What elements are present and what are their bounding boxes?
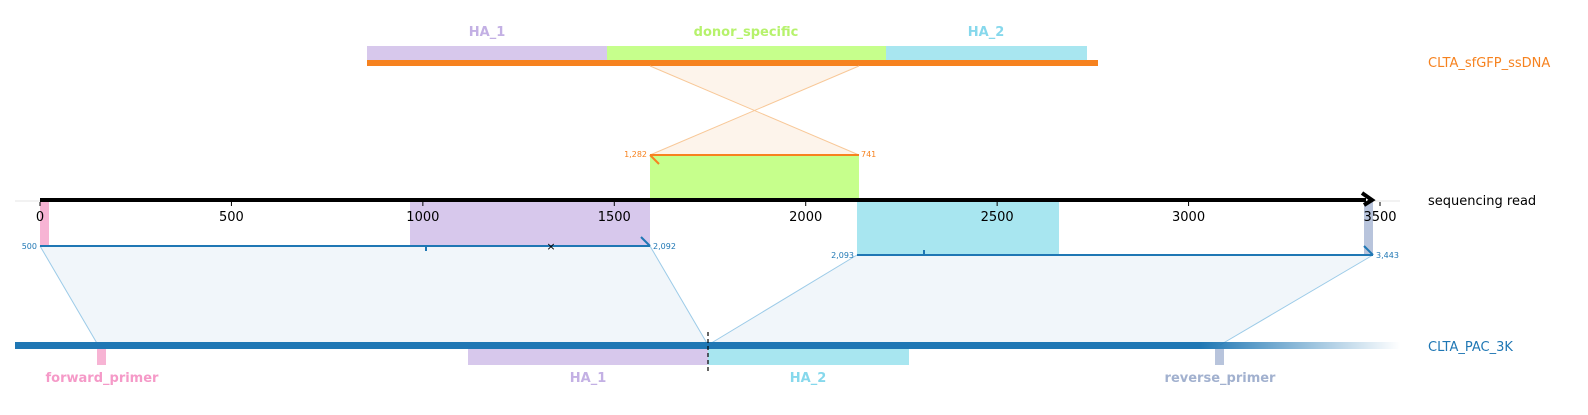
read-reverse-primer-block — [1364, 201, 1373, 255]
ref-alignment-2-end-label: 3,443 — [1376, 251, 1399, 260]
axis-ticks: 0 500 1000 1500 2000 2500 3000 3500 — [36, 202, 1397, 225]
ref-alignment-1-end-label: 2,092 — [653, 242, 676, 251]
donor-alignment-end-label: 741 — [861, 150, 876, 159]
read-ha2-block — [857, 201, 1059, 255]
ref-alignment-1-edge-left — [39, 245, 99, 346]
axis-tick-label: 2000 — [789, 210, 822, 225]
donor-ha2-label: HA_2 — [968, 25, 1005, 40]
ref-forward-primer-label: forward_primer — [46, 371, 160, 386]
donor-ha2-feature — [886, 46, 1087, 60]
reference-alignments: × 500 2,092 2,093 3,443 — [22, 236, 1399, 346]
axis-tick-label: 0 — [36, 210, 44, 225]
reference-track: forward_primer HA_1 HA_2 reverse_primer … — [15, 332, 1513, 386]
read-track: 0 500 1000 1500 2000 2500 3000 3500 sequencing … — [15, 191, 1536, 255]
read-track-label: sequencing read — [1428, 194, 1536, 209]
read-direction-arrow — [1360, 191, 1376, 207]
donor-alignment: 1,282 741 — [624, 65, 876, 200]
axis-tick-label: 3500 — [1363, 210, 1396, 225]
read-forward-primer-block — [40, 201, 49, 246]
ref-ha1-feature — [468, 349, 708, 365]
ref-alignment-2-edge-right — [1219, 254, 1374, 346]
donor-track-label: CLTA_sfGFP_ssDNA — [1428, 56, 1550, 71]
ref-alignment-1-start-label: 500 — [22, 242, 37, 251]
reference-backbone — [15, 342, 1200, 349]
ref-alignment-2-fill — [708, 255, 1373, 345]
ref-alignment-1-edge-right — [649, 245, 709, 346]
axis-tick-label: 1500 — [598, 210, 631, 225]
read-ha1-block — [410, 201, 650, 246]
ref-alignment-1-fill — [40, 246, 708, 345]
axis-tick-label: 1000 — [406, 210, 439, 225]
ref-ha2-feature — [708, 349, 909, 365]
ref-alignment-1-mismatch-mark: × — [546, 240, 555, 253]
ref-alignment-1-end-marker — [640, 236, 651, 247]
reference-backbone-fade — [1200, 342, 1400, 349]
read-donor-specific-block — [650, 155, 859, 200]
ref-alignment-2-start-label: 2,093 — [831, 251, 854, 260]
donor-specific-feature — [607, 46, 886, 60]
donor-ha1-feature — [367, 46, 607, 60]
ref-ha1-label: HA_1 — [570, 371, 607, 386]
axis-tick-label: 2500 — [981, 210, 1014, 225]
donor-ha1-label: HA_1 — [469, 25, 506, 40]
axis-tick-label: 500 — [219, 210, 244, 225]
reference-track-label: CLTA_PAC_3K — [1428, 340, 1513, 355]
donor-alignment-start-label: 1,282 — [624, 150, 647, 159]
donor-specific-label: donor_specific — [694, 25, 799, 40]
ref-reverse-primer-feature — [1215, 349, 1224, 365]
donor-track: HA_1 donor_specific HA_2 CLTA_sfGFP_ssDN… — [367, 25, 1550, 71]
ref-reverse-primer-label: reverse_primer — [1165, 371, 1277, 386]
ref-ha2-label: HA_2 — [790, 371, 827, 386]
ref-alignment-2-end-marker — [1363, 245, 1374, 256]
donor-backbone — [367, 60, 1098, 66]
ref-alignment-2-edge-left — [707, 254, 858, 346]
ref-forward-primer-feature — [97, 349, 106, 365]
axis-tick-label: 3000 — [1172, 210, 1205, 225]
donor-alignment-line-b — [649, 65, 860, 156]
donor-alignment-start-marker — [649, 154, 660, 165]
